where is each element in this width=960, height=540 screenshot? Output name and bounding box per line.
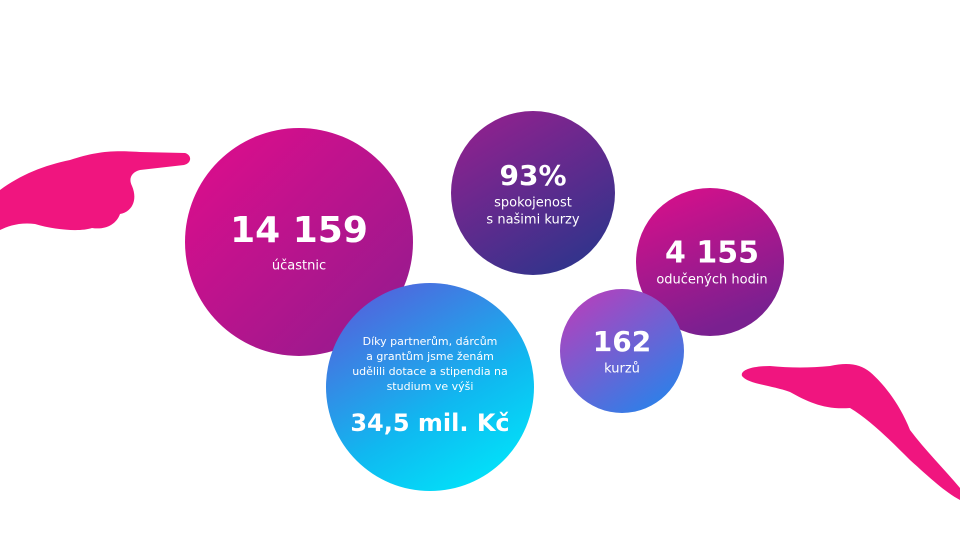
funding-text: studium ve výši [387, 380, 474, 393]
funding-amount: 34,5 mil. Kč [350, 409, 509, 437]
stat-value: 4 155 [665, 236, 759, 271]
stat-value: 93% [499, 159, 566, 192]
stat-value: 14 159 [230, 210, 368, 251]
stat-circle [636, 188, 784, 336]
stat-label: účastnic [272, 259, 326, 274]
funding-text: a grantům jsme ženám [366, 350, 494, 363]
funding-text: Díky partnerům, dárcům [363, 335, 498, 348]
funding-circle [326, 283, 534, 491]
stat-value: 162 [593, 325, 651, 358]
stat-label: kurzů [604, 362, 640, 377]
stat-circle [560, 289, 684, 413]
stat-circle [185, 128, 413, 356]
hand-left [0, 151, 191, 231]
hand-right [741, 364, 960, 500]
funding-text: udělili dotace a stipendia na [352, 365, 508, 378]
stat-label: s našimi kurzy [486, 213, 579, 228]
stat-circle [451, 111, 615, 275]
stat-label: spokojenost [494, 196, 572, 211]
stat-label: odučených hodin [656, 273, 767, 288]
